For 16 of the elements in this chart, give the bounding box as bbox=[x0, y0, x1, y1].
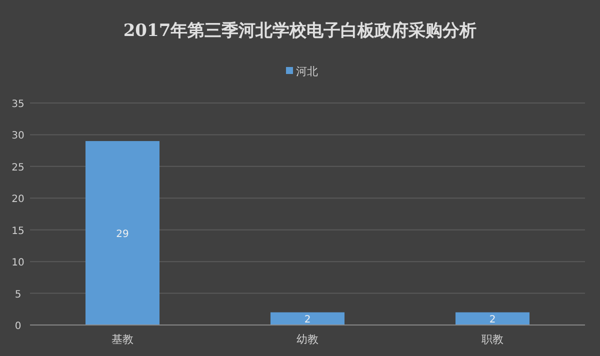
y-tick-label: 30 bbox=[12, 130, 24, 142]
data-label: 2 bbox=[489, 314, 496, 326]
y-tick-label: 10 bbox=[12, 258, 24, 269]
x-tick-label: 幼教 bbox=[296, 333, 318, 346]
y-tick-label: 5 bbox=[14, 289, 22, 300]
legend-label: 河北 bbox=[296, 65, 318, 78]
y-tick-label: 35 bbox=[12, 99, 24, 110]
y-tick-label: 20 bbox=[12, 194, 24, 206]
data-label: 2 bbox=[304, 314, 311, 326]
data-label: 29 bbox=[116, 229, 129, 240]
chart-title: 2017年第三季河北学校电子白板政府采购分析 bbox=[123, 21, 477, 41]
y-tick-label: 25 bbox=[12, 162, 24, 174]
x-tick-label: 职教 bbox=[482, 333, 504, 346]
y-tick-label: 0 bbox=[14, 321, 22, 332]
y-tick-label: 15 bbox=[12, 226, 24, 237]
x-tick-label: 基教 bbox=[112, 333, 134, 346]
